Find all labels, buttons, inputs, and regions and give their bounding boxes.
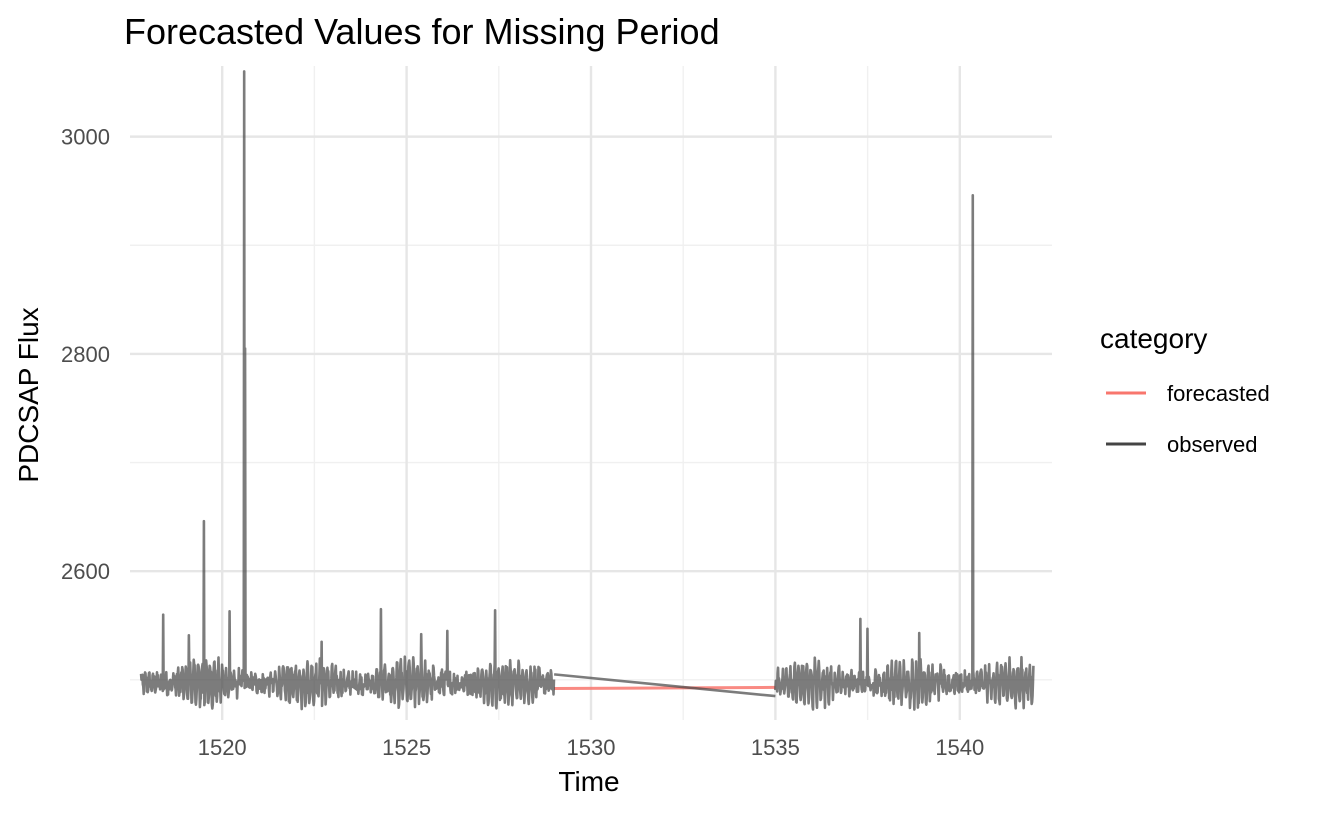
y-tick-label: 2800 xyxy=(61,342,110,367)
x-axis-title: Time xyxy=(558,766,619,797)
legend-title: category xyxy=(1100,323,1207,354)
y-tick-label: 3000 xyxy=(61,125,110,150)
legend-label-forecasted: forecasted xyxy=(1167,381,1270,406)
legend-label-observed: observed xyxy=(1167,432,1258,457)
x-tick-label: 1530 xyxy=(567,735,616,760)
x-tick-label: 1540 xyxy=(935,735,984,760)
observed-series-line-segment-2 xyxy=(553,673,776,698)
forecasted-series-line xyxy=(554,685,776,690)
grid xyxy=(130,66,1052,720)
x-tick-label: 1535 xyxy=(751,735,800,760)
y-axis-ticks: 2600 2800 3000 xyxy=(61,125,110,585)
y-axis-title: PDCSAP Flux xyxy=(13,307,44,482)
x-axis-ticks: 1520 1525 1530 1535 1540 xyxy=(198,735,985,760)
x-tick-label: 1520 xyxy=(198,735,247,760)
plot-area xyxy=(139,70,1035,711)
x-tick-label: 1525 xyxy=(382,735,431,760)
legend: category forecasted observed xyxy=(1100,323,1270,457)
y-tick-label: 2600 xyxy=(61,559,110,584)
observed-series-line-segment-3 xyxy=(774,193,1035,711)
chart-title: Forecasted Values for Missing Period xyxy=(124,11,720,52)
observed-series-line-segment-1 xyxy=(139,70,556,711)
